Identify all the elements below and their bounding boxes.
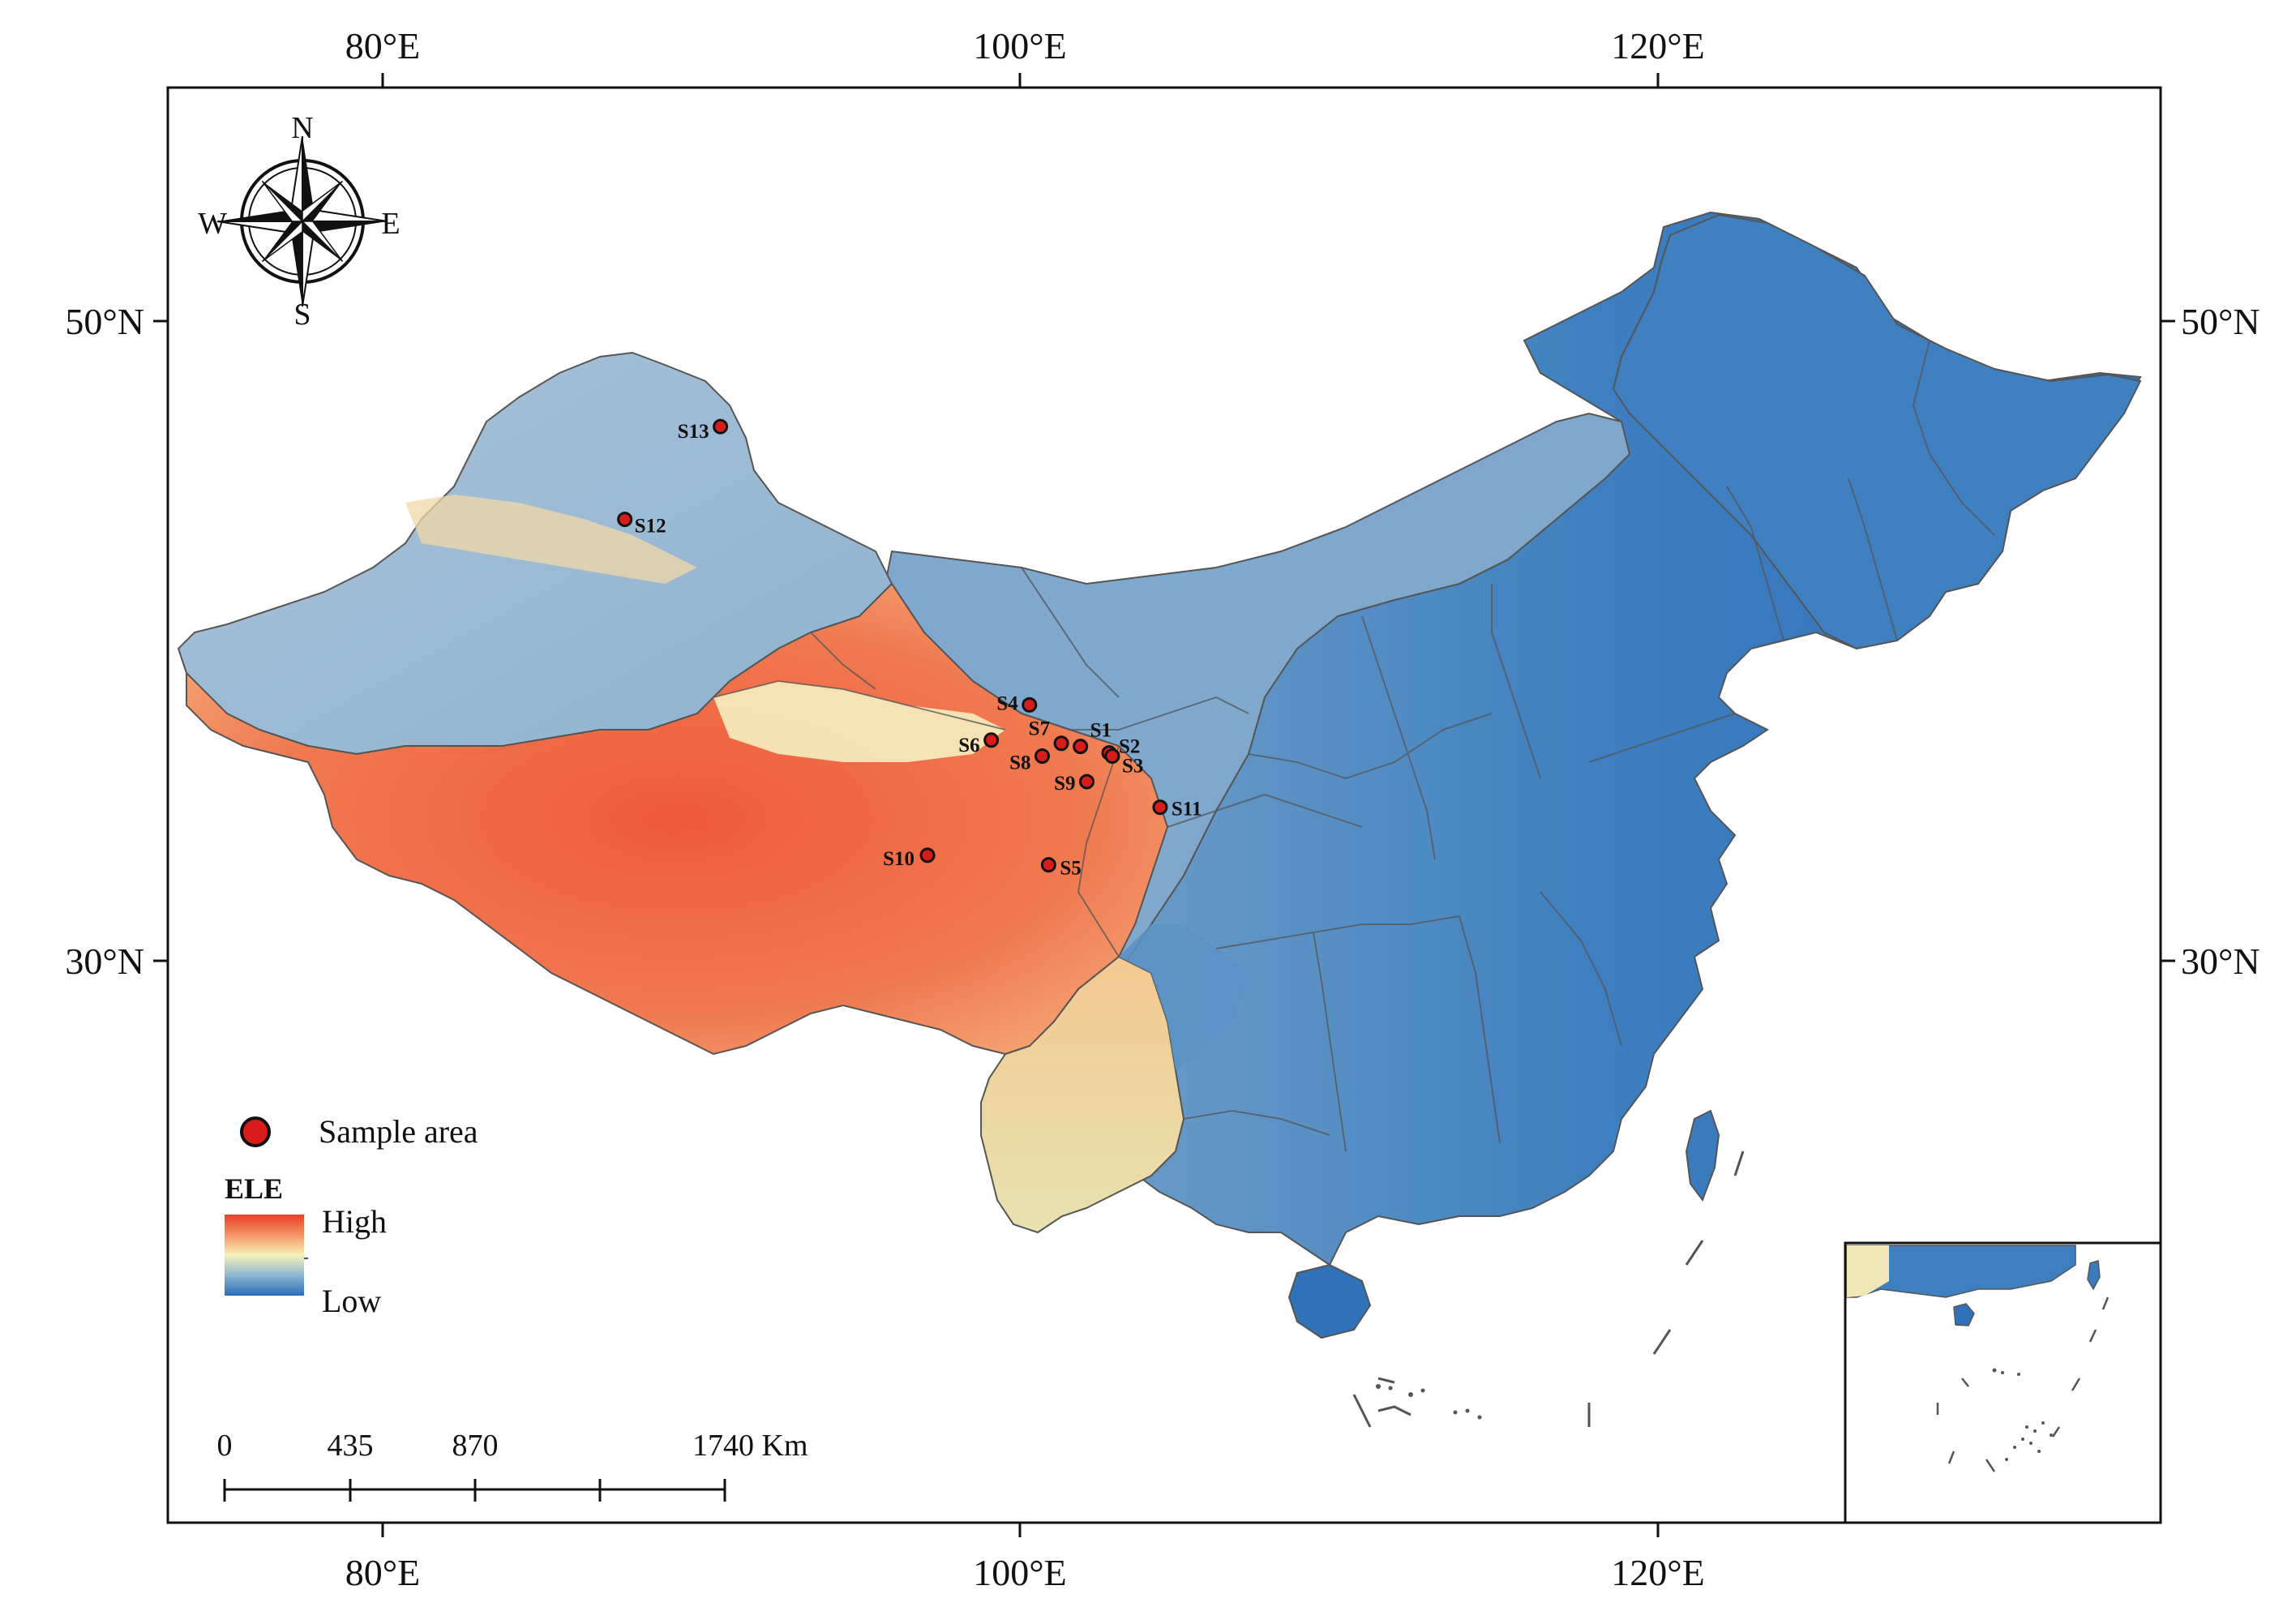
tianshan-mountains — [405, 495, 697, 584]
inset-land — [1846, 1245, 2076, 1298]
frame-ticks — [153, 73, 2175, 1537]
south-china-sea-islands — [1376, 1384, 1482, 1420]
inset-taiwan — [2087, 1260, 2101, 1291]
sample-site-marker-s4 — [1022, 696, 1038, 713]
scale-label-0: 0 — [217, 1429, 233, 1463]
sample-site-label-s3: S3 — [1122, 756, 1143, 778]
lat-label-right-30: 30°N — [2181, 941, 2260, 982]
legend-elevation-ramp — [225, 1215, 304, 1296]
inset-map — [1844, 1241, 2162, 1524]
lon-label-bottom-120: 120°E — [1611, 1552, 1705, 1593]
sample-site-label-s7: S7 — [1029, 718, 1050, 740]
taiwan-island — [1685, 1109, 1720, 1202]
sample-site-label-s1: S1 — [1090, 720, 1112, 742]
hainan-island — [1287, 1263, 1372, 1339]
south-china-sea-lines — [1352, 1151, 1745, 1428]
sample-site-label-s9: S9 — [1054, 773, 1075, 795]
sample-site-marker-s10 — [919, 847, 936, 863]
china-landmass — [177, 211, 2142, 1339]
legend-elevation-low: Low — [322, 1283, 381, 1319]
legend-marker-icon — [240, 1116, 271, 1147]
sample-site-marker-s5 — [1040, 857, 1056, 873]
scale-label-435: 435 — [328, 1429, 374, 1463]
compass-rose — [216, 135, 388, 307]
sample-site-marker-s6 — [983, 732, 1000, 748]
lon-label-top-100: 100°E — [973, 25, 1067, 66]
lat-label-right-50: 50°N — [2181, 301, 2260, 342]
sample-site-marker-s8 — [1034, 748, 1051, 765]
sample-site-label-s5: S5 — [1060, 858, 1081, 880]
sample-site-label-s13: S13 — [678, 421, 709, 443]
sample-site-label-s2: S2 — [1119, 736, 1140, 758]
map-frame — [166, 86, 2162, 1524]
compass-east: E — [381, 207, 400, 241]
sample-site-marker-s13 — [713, 418, 729, 435]
legend-elevation-high: High — [322, 1203, 387, 1240]
inset-hainan — [1953, 1303, 1975, 1326]
qaidam-basin — [713, 681, 1005, 762]
sample-site-marker-s12 — [617, 512, 633, 528]
sample-site-label-s10: S10 — [883, 848, 915, 870]
sample-site-marker-s9 — [1079, 774, 1095, 790]
legend: Sample area ELE High Low — [225, 1113, 478, 1319]
lon-label-bottom-100: 100°E — [973, 1552, 1067, 1593]
sample-site-label-s11: S11 — [1172, 799, 1202, 821]
lon-label-top-120: 120°E — [1611, 25, 1705, 66]
lon-label-bottom-80: 80°E — [345, 1552, 421, 1593]
province-boundaries — [713, 340, 1995, 1152]
sample-site-label-s4: S4 — [996, 692, 1018, 714]
lat-label-left-30: 30°N — [65, 941, 144, 982]
sample-site-marker-s7 — [1053, 735, 1069, 752]
legend-marker-label: Sample area — [319, 1113, 478, 1150]
compass-west: W — [198, 207, 227, 241]
compass-south: S — [293, 298, 311, 332]
compass-north: N — [291, 111, 313, 145]
sample-site-label-s6: S6 — [958, 735, 979, 756]
inset-islands — [1992, 1368, 2053, 1461]
scale-label-1740: 1740 Km — [692, 1429, 808, 1463]
sample-site-marker-s3 — [1104, 748, 1120, 765]
sample-site-marker-s1 — [1073, 739, 1089, 755]
northeast-region — [1612, 213, 2142, 650]
sample-site-label-s8: S8 — [1009, 752, 1030, 774]
lon-label-top-80: 80°E — [345, 25, 421, 66]
inset-yunnan — [1847, 1245, 1889, 1297]
legend-elevation-title: ELE — [225, 1172, 283, 1205]
inset-dashes — [1936, 1296, 2110, 1472]
lat-label-left-50: 50°N — [65, 301, 144, 342]
scale-bar: 0 435 870 1740 Km — [217, 1429, 808, 1502]
sample-site-label-s12: S12 — [635, 516, 666, 538]
sichuan-basin — [1119, 924, 1249, 1070]
southwest-region — [980, 955, 1185, 1234]
scale-label-870: 870 — [452, 1429, 499, 1463]
sample-site-marker-s11 — [1152, 799, 1168, 816]
